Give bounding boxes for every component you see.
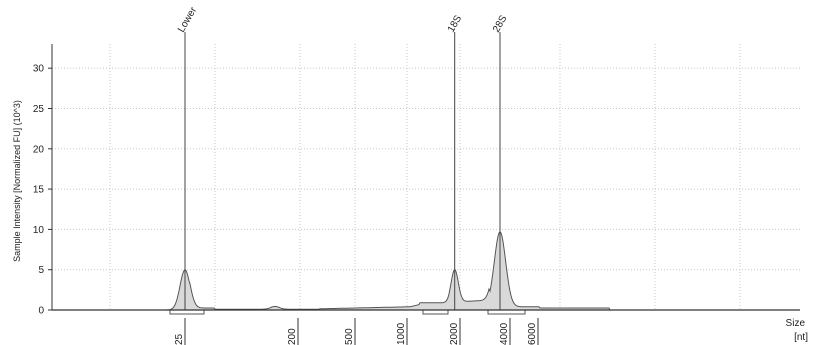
y-tick-label: 25 bbox=[33, 104, 45, 115]
ladder-label-500: 500 bbox=[344, 328, 355, 345]
y-tick-label: 5 bbox=[38, 265, 44, 276]
x-axis-label: Size bbox=[786, 318, 806, 329]
ladder-label-4000: 4000 bbox=[499, 322, 510, 345]
y-tick-label: 15 bbox=[33, 185, 45, 196]
peak-label-28s: 28S bbox=[491, 13, 510, 34]
x-axis-unit: [nt] bbox=[794, 332, 808, 343]
ladder-label-200: 200 bbox=[287, 328, 298, 345]
ladder-label-2000: 2000 bbox=[449, 322, 460, 345]
ladder-label-6000: 6000 bbox=[527, 322, 538, 345]
y-axis-label: Sample Intensity [Normalized FU] (10^3) bbox=[12, 100, 22, 262]
ladder-label-1000: 1000 bbox=[396, 322, 407, 345]
y-axis-ticks: 0 5 10 15 20 25 30 bbox=[33, 64, 52, 317]
y-tick-label: 0 bbox=[38, 306, 44, 317]
peak-label-lower: Lower bbox=[176, 5, 199, 35]
trace-line bbox=[52, 231, 800, 311]
trace-area bbox=[52, 231, 800, 310]
peak-label-18s: 18S bbox=[446, 13, 465, 34]
size-ladder: 25 200 500 1000 2000 4000 6000 bbox=[169, 309, 539, 345]
y-tick-label: 10 bbox=[33, 225, 45, 236]
gridlines bbox=[52, 44, 800, 310]
ladder-label-25: 25 bbox=[174, 333, 185, 345]
y-tick-label: 30 bbox=[33, 64, 45, 75]
y-tick-label: 20 bbox=[33, 144, 45, 155]
